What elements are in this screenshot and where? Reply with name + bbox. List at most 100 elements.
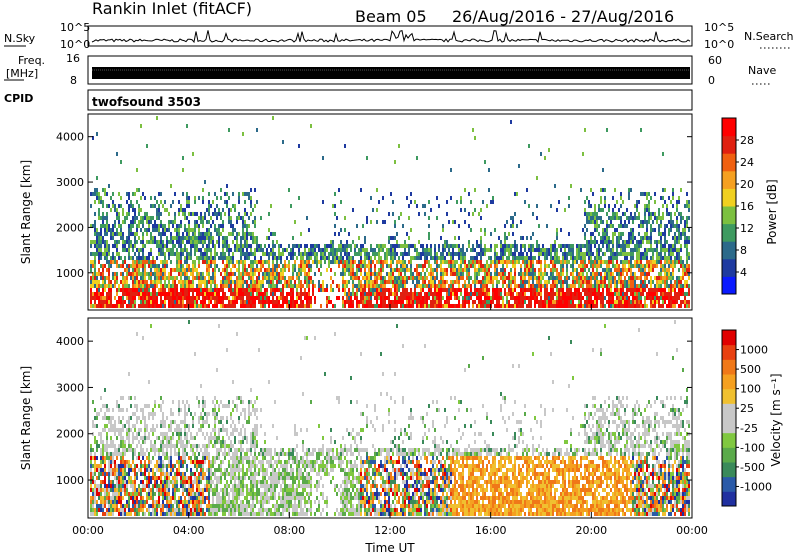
echo-cell <box>412 276 414 280</box>
echo-cell <box>358 248 360 252</box>
echo-cell <box>382 268 384 272</box>
echo-cell <box>362 296 364 300</box>
echo-cell <box>494 304 496 308</box>
echo-cell <box>368 268 370 272</box>
echo-cell <box>438 288 440 292</box>
echo-cell <box>314 248 316 252</box>
echo-cell <box>526 296 528 300</box>
echo-cell <box>602 304 604 308</box>
echo-cell <box>240 272 242 276</box>
echo-cell <box>244 280 246 284</box>
echo-cell <box>544 156 546 160</box>
echo-cell <box>654 288 656 292</box>
echo-cell <box>498 304 500 308</box>
echo-cell <box>592 212 594 216</box>
echo-cell <box>226 256 228 260</box>
echo-cell <box>218 232 220 236</box>
echo-cell <box>190 296 192 300</box>
echo-cell <box>460 260 462 264</box>
echo-cell <box>684 280 686 284</box>
echo-cell <box>242 296 244 300</box>
echo-cell <box>396 288 398 292</box>
echo-cell <box>552 292 554 296</box>
echo-cell <box>424 260 426 264</box>
echo-cell <box>474 256 476 260</box>
echo-cell <box>382 196 384 200</box>
echo-cell <box>484 232 486 236</box>
echo-cell <box>96 500 98 504</box>
echo-cell <box>92 464 94 468</box>
echo-cell <box>340 260 342 264</box>
echo-cell <box>124 256 126 260</box>
echo-cell <box>668 228 670 232</box>
echo-cell <box>156 284 158 288</box>
echo-cell <box>514 248 516 252</box>
echo-cell <box>630 228 632 232</box>
echo-cell <box>474 208 476 212</box>
echo-cell <box>106 432 108 436</box>
echo-cell <box>186 248 188 252</box>
echo-cell <box>648 264 650 268</box>
echo-cell <box>614 228 616 232</box>
echo-cell <box>584 292 586 296</box>
echo-cell <box>170 284 172 288</box>
echo-cell <box>672 220 674 224</box>
echo-cell <box>654 228 656 232</box>
echo-cell <box>170 268 172 272</box>
echo-cell <box>622 272 624 276</box>
echo-cell <box>608 256 610 260</box>
echo-cell <box>278 244 280 248</box>
echo-cell <box>242 192 244 196</box>
echo-cell <box>584 260 586 264</box>
echo-cell <box>608 268 610 272</box>
echo-cell <box>382 284 384 288</box>
echo-cell <box>466 296 468 300</box>
echo-cell <box>214 284 216 288</box>
echo-cell <box>398 300 400 304</box>
echo-cell <box>196 272 198 276</box>
echo-cell <box>592 260 594 264</box>
echo-cell <box>582 276 584 280</box>
echo-cell <box>462 304 464 308</box>
echo-cell <box>644 248 646 252</box>
echo-cell <box>610 300 612 304</box>
echo-cell <box>636 200 638 204</box>
echo-cell <box>154 272 156 276</box>
colorbar-swatch <box>722 170 736 189</box>
echo-cell <box>394 248 396 252</box>
echo-cell <box>364 304 366 308</box>
echo-cell <box>232 252 234 256</box>
echo-cell <box>330 260 332 264</box>
echo-cell <box>298 272 300 276</box>
echo-cell <box>268 300 270 304</box>
echo-cell <box>602 220 604 224</box>
echo-cell <box>374 256 376 260</box>
echo-cell <box>628 280 630 284</box>
echo-cell <box>276 304 278 308</box>
echo-cell <box>102 224 104 228</box>
echo-cell <box>586 276 588 280</box>
echo-cell <box>312 288 314 292</box>
echo-cell <box>228 128 230 132</box>
echo-cell <box>424 204 426 208</box>
echo-cell <box>626 304 628 308</box>
echo-cell <box>174 288 176 292</box>
echo-cell <box>558 260 560 264</box>
echo-cell <box>618 264 620 268</box>
echo-cell <box>662 296 664 300</box>
echo-cell <box>358 268 360 272</box>
echo-cell <box>560 284 562 288</box>
echo-cell <box>106 488 108 492</box>
echo-cell <box>438 284 440 288</box>
echo-cell <box>162 228 164 232</box>
echo-cell <box>360 244 362 248</box>
echo-cell <box>112 460 114 464</box>
echo-cell <box>446 304 448 308</box>
echo-cell <box>602 280 604 284</box>
echo-cell <box>176 264 178 268</box>
echo-cell <box>544 264 546 268</box>
echo-cell <box>546 248 548 252</box>
echo-cell <box>504 268 506 272</box>
echo-cell <box>628 216 630 220</box>
echo-cell <box>180 236 182 240</box>
